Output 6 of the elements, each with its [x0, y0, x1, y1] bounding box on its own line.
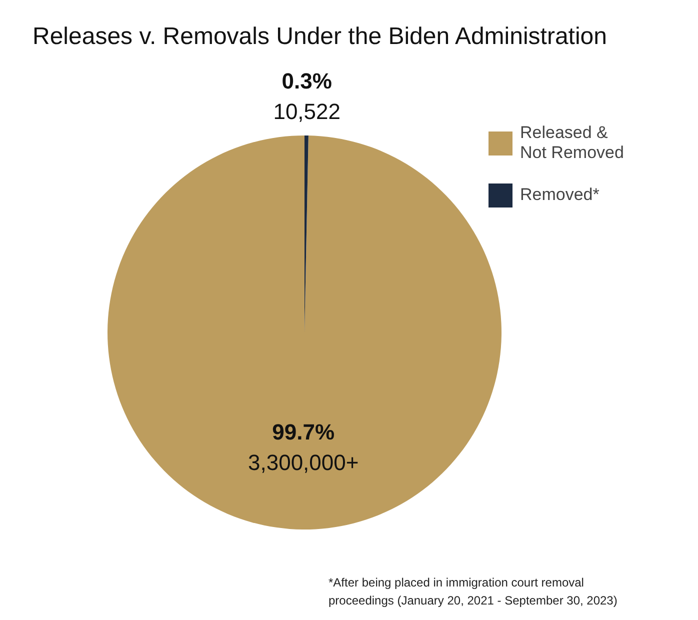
legend-label: Removed* — [520, 184, 600, 206]
text: *After being placed in immigration court removal proceedings (January 20, 2021 - September 30, 2023) — [328, 576, 618, 608]
data-label: 99.7% 3,300,000+ — [248, 419, 359, 475]
legend-label: Released & Not Removed — [520, 123, 624, 163]
data-label: 0.3% 10,522 — [273, 68, 341, 124]
chart-title: Releases v. Removals Under the Biden Administration — [32, 23, 607, 50]
